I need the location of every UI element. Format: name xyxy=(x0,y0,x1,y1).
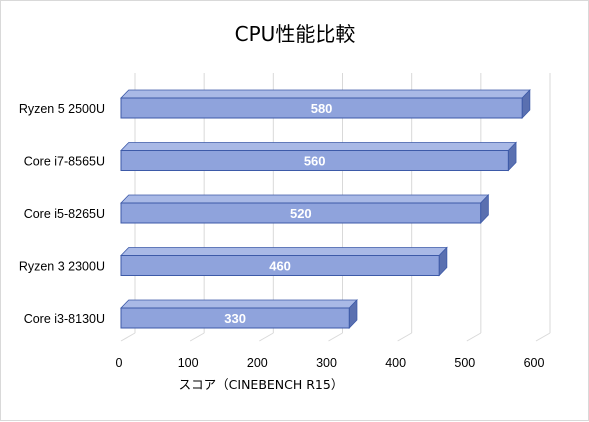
x-tick-label: 500 xyxy=(454,356,475,370)
bar xyxy=(120,202,482,224)
gridline-floor xyxy=(120,332,136,342)
bar-top-face xyxy=(120,194,490,204)
bar-value-label: 560 xyxy=(304,154,326,169)
bar-top-face xyxy=(120,299,358,309)
x-tick-label: 100 xyxy=(178,356,199,370)
bar xyxy=(120,307,350,329)
bar xyxy=(120,150,509,171)
bar-top-face xyxy=(120,89,531,99)
x-tick-label: 0 xyxy=(116,356,123,370)
bar-group: 560 xyxy=(120,141,517,172)
x-tick-label: 300 xyxy=(316,356,337,370)
gridline-floor xyxy=(328,332,343,342)
category-label: Core i5-8265U xyxy=(24,207,105,221)
x-tick-label: 600 xyxy=(524,356,545,370)
x-tick-label: 400 xyxy=(385,356,406,370)
bar-group: 580 xyxy=(120,89,531,119)
x-tick-labels: 0 100 200 300 400 500 600 xyxy=(116,356,545,370)
bar xyxy=(120,97,523,119)
category-label: Core i7-8565U xyxy=(24,155,105,169)
gridline-floor xyxy=(189,332,205,342)
bar-value-label: 520 xyxy=(290,206,312,221)
gridline-floor xyxy=(397,332,412,342)
x-axis-title: スコア（CINEBENCH R15） xyxy=(179,377,344,392)
gridline-floor xyxy=(259,332,274,342)
category-labels: Ryzen 5 2500U Core i7-8565U Core i5-8265U R… xyxy=(19,102,105,326)
gridline-floor xyxy=(466,332,482,342)
category-label: Ryzen 5 2500U xyxy=(19,102,105,116)
chart-title: CPU性能比較 xyxy=(235,22,356,46)
bar-group: 330 xyxy=(120,299,358,329)
category-label: Ryzen 3 2300U xyxy=(19,260,105,274)
bar-top-face xyxy=(120,247,448,256)
bar xyxy=(120,255,440,276)
bar-top-face xyxy=(120,142,517,151)
bar-group: 520 xyxy=(120,194,490,224)
gridline-floor xyxy=(535,332,551,342)
bars: 580 560 520 460 330 xyxy=(120,89,531,329)
bar-value-label: 580 xyxy=(311,101,333,116)
x-tick-label: 200 xyxy=(247,356,268,370)
category-label: Core i3-8130U xyxy=(24,312,105,326)
bar-value-label: 460 xyxy=(269,259,291,274)
bar-value-label: 330 xyxy=(224,311,246,326)
bar-group: 460 xyxy=(120,246,448,277)
